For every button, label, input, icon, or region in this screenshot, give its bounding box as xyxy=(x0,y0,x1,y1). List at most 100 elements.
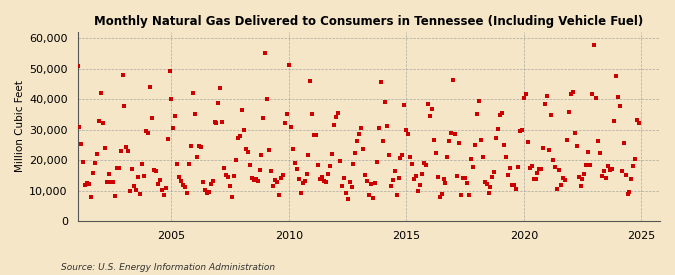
Point xyxy=(264,148,275,152)
Point xyxy=(137,161,148,166)
Point xyxy=(487,174,498,179)
Point xyxy=(221,173,232,178)
Title: Monthly Natural Gas Delivered to Consumers in Tennessee (Including Vehicle Fuel): Monthly Natural Gas Delivered to Consume… xyxy=(94,15,643,28)
Point xyxy=(119,104,130,108)
Point xyxy=(319,179,329,183)
Point xyxy=(342,197,353,201)
Point xyxy=(409,177,420,181)
Point xyxy=(158,193,169,197)
Point xyxy=(483,191,494,195)
Point xyxy=(532,170,543,175)
Point xyxy=(360,173,371,177)
Point xyxy=(309,133,320,137)
Point xyxy=(186,144,196,148)
Point xyxy=(297,181,308,185)
Point xyxy=(551,186,562,191)
Point xyxy=(131,188,142,192)
Point xyxy=(395,155,406,160)
Point xyxy=(434,195,445,199)
Point xyxy=(325,164,335,169)
Point xyxy=(377,139,388,143)
Point xyxy=(105,180,116,184)
Point xyxy=(556,183,566,188)
Point xyxy=(101,180,112,184)
Point xyxy=(499,143,510,147)
Point xyxy=(581,162,592,167)
Point xyxy=(176,179,187,183)
Point xyxy=(566,92,576,96)
Point xyxy=(571,144,582,148)
Point xyxy=(258,116,269,121)
Point xyxy=(155,178,165,183)
Point xyxy=(589,43,599,47)
Point xyxy=(229,174,240,178)
Point xyxy=(184,162,194,166)
Point xyxy=(313,163,323,167)
Point xyxy=(458,176,468,180)
Point xyxy=(534,167,545,171)
Point xyxy=(630,157,641,162)
Point xyxy=(334,159,345,163)
Point xyxy=(227,195,238,200)
Point xyxy=(340,191,351,195)
Point xyxy=(423,101,433,106)
Point xyxy=(170,113,181,118)
Point xyxy=(172,161,183,166)
Point xyxy=(605,167,616,172)
Point xyxy=(123,149,134,153)
Point xyxy=(199,188,210,192)
Point xyxy=(364,192,375,197)
Point xyxy=(418,161,429,166)
Point xyxy=(473,99,484,103)
Point xyxy=(254,168,265,172)
Point xyxy=(583,150,594,155)
Point xyxy=(151,169,161,173)
Point xyxy=(262,97,273,101)
Point xyxy=(138,174,149,178)
Point xyxy=(479,180,490,184)
Point xyxy=(608,119,619,123)
Point xyxy=(468,164,479,169)
Point xyxy=(373,126,384,130)
Point xyxy=(429,138,439,142)
Point xyxy=(366,182,377,186)
Point xyxy=(205,182,216,186)
Point xyxy=(307,112,318,116)
Point xyxy=(215,85,226,90)
Point xyxy=(634,121,645,125)
Point xyxy=(223,175,234,180)
Point xyxy=(401,128,412,132)
Point xyxy=(599,168,610,173)
Point xyxy=(516,127,527,132)
Point xyxy=(391,193,402,198)
Point xyxy=(567,90,578,95)
Point xyxy=(512,165,523,169)
Point xyxy=(327,152,338,156)
Point xyxy=(113,165,124,170)
Point xyxy=(219,166,230,171)
Point xyxy=(528,177,539,182)
Point xyxy=(246,176,257,180)
Point xyxy=(166,97,177,101)
Point xyxy=(375,79,386,84)
Point xyxy=(403,132,414,136)
Point xyxy=(510,186,521,191)
Point xyxy=(481,182,492,186)
Point xyxy=(125,189,136,193)
Point xyxy=(518,96,529,100)
Point xyxy=(270,178,281,182)
Point xyxy=(321,180,331,184)
Point xyxy=(454,141,464,146)
Point xyxy=(315,177,325,181)
Point xyxy=(295,191,306,196)
Y-axis label: Million Cubic Feet: Million Cubic Feet xyxy=(15,81,25,172)
Point xyxy=(471,111,482,116)
Point xyxy=(286,125,296,129)
Point xyxy=(82,181,92,185)
Point xyxy=(407,162,418,166)
Point xyxy=(352,138,362,143)
Point xyxy=(252,179,263,184)
Point xyxy=(233,136,244,141)
Point xyxy=(622,192,633,197)
Point xyxy=(192,155,202,159)
